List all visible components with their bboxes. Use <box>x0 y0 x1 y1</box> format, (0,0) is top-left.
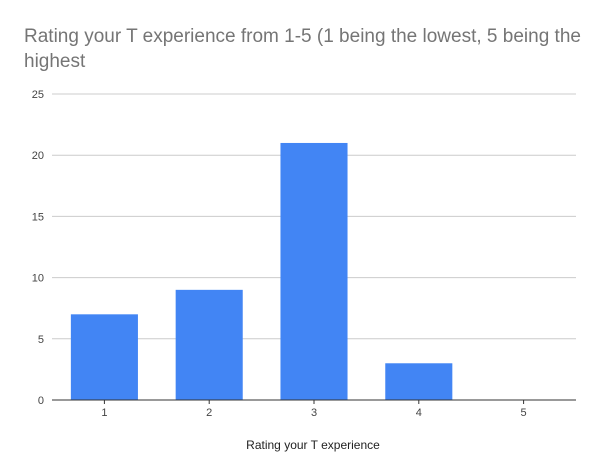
bars <box>70 142 453 400</box>
bar-3 <box>280 142 348 400</box>
x-axis-title: Rating your T experience <box>246 438 380 452</box>
bar-1 <box>70 314 138 400</box>
x-tick-label: 1 <box>101 407 107 419</box>
y-tick-label: 10 <box>32 273 44 285</box>
y-tick-label: 5 <box>38 334 44 346</box>
x-tick-label: 2 <box>206 407 212 419</box>
x-tick-label: 5 <box>521 407 527 419</box>
x-tick-label: 3 <box>311 407 317 419</box>
chart-title: Rating your T experience from 1-5 (1 bei… <box>24 26 581 72</box>
bar-2 <box>175 289 243 400</box>
bar-4 <box>385 363 453 400</box>
x-tick-label: 4 <box>416 407 422 419</box>
y-tick-label: 20 <box>32 150 44 162</box>
y-tick-label: 0 <box>38 395 44 407</box>
y-tick-label: 15 <box>32 211 44 223</box>
y-tick-label: 25 <box>32 89 44 101</box>
axes <box>52 399 576 404</box>
tick-labels: 0 5 10 15 20 25 1 2 3 4 5 <box>32 89 527 419</box>
